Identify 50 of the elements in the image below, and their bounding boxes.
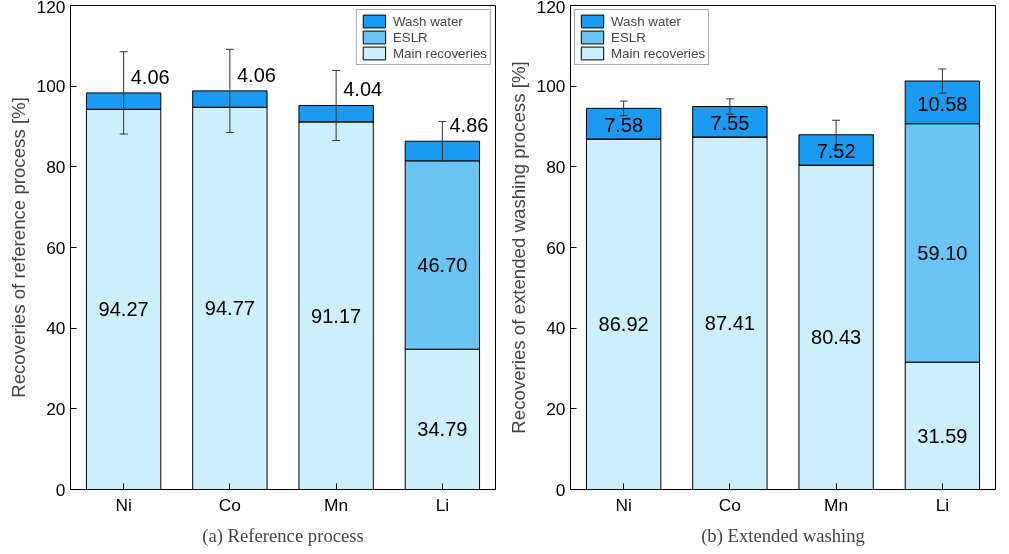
x-tick-label: Mn xyxy=(824,494,849,515)
data-label: 7.55 xyxy=(710,111,750,134)
data-label: 31.59 xyxy=(917,424,968,447)
data-label: 80.43 xyxy=(811,326,862,349)
y-tick-label: 40 xyxy=(46,318,66,339)
x-tick-label: Li xyxy=(935,494,950,515)
y-tick-label: 20 xyxy=(546,398,566,419)
data-label: 86.92 xyxy=(598,313,649,336)
data-label: 4.04 xyxy=(343,78,383,101)
x-tick-label: Co xyxy=(718,494,741,515)
x-tick-label: Ni xyxy=(115,494,132,515)
y-tick-label: 80 xyxy=(546,156,566,177)
legend-label: Main recoveries xyxy=(611,45,706,61)
data-label: 94.27 xyxy=(98,298,149,321)
y-tick-label: 80 xyxy=(46,156,66,177)
legend-label: ESLR xyxy=(611,29,646,45)
data-label: 7.58 xyxy=(604,113,644,136)
data-label: 59.10 xyxy=(917,241,968,264)
legend-label: Wash water xyxy=(392,13,463,29)
legend-label: Main recoveries xyxy=(392,45,487,61)
data-label: 91.17 xyxy=(311,304,362,327)
x-tick-label: Co xyxy=(218,494,241,515)
data-label: 4.06 xyxy=(236,63,276,86)
x-tick-label: Ni xyxy=(615,494,632,515)
data-label: 4.86 xyxy=(449,114,489,137)
data-label: 46.70 xyxy=(417,254,468,277)
y-tick-label: 120 xyxy=(536,0,566,17)
data-label: 34.79 xyxy=(417,418,468,441)
data-label: 10.58 xyxy=(917,92,968,115)
y-tick-label: 40 xyxy=(546,318,566,339)
x-tick-label: Li xyxy=(435,494,450,515)
y-tick-label: 0 xyxy=(555,479,566,500)
text: (b) Extended washing xyxy=(701,524,865,547)
y-axis-title: Recoveries of extended washing process [%] xyxy=(507,61,529,434)
legend-label: Wash water xyxy=(611,13,681,29)
y-tick-label: 120 xyxy=(36,0,66,17)
y-tick-label: 20 xyxy=(46,398,66,419)
x-tick-label: Mn xyxy=(324,494,349,515)
legend-label: ESLR xyxy=(392,29,428,45)
data-label: 87.41 xyxy=(704,312,755,335)
y-tick-label: 100 xyxy=(536,76,566,97)
y-axis-title: Recoveries of reference process [%] xyxy=(7,97,29,398)
data-label: 94.77 xyxy=(204,297,255,320)
y-tick-label: 60 xyxy=(546,237,566,258)
data-label: 7.52 xyxy=(816,140,856,163)
y-tick-label: 0 xyxy=(55,479,66,500)
data-label: 4.06 xyxy=(130,65,170,88)
text: (a) Reference process xyxy=(202,524,364,547)
y-tick-label: 60 xyxy=(46,237,66,258)
y-tick-label: 100 xyxy=(36,76,66,97)
